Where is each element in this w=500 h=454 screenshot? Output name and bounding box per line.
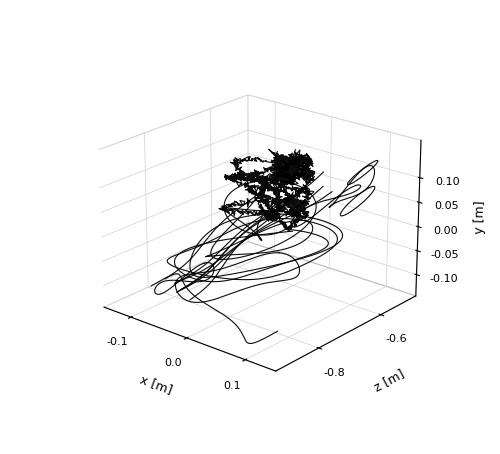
Y-axis label: z [m]: z [m] bbox=[372, 367, 406, 394]
X-axis label: x [m]: x [m] bbox=[138, 373, 174, 396]
